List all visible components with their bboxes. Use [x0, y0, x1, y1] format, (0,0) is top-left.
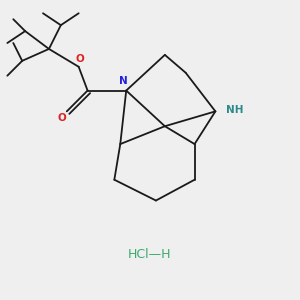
Text: O: O — [58, 113, 67, 123]
Text: HCl—H: HCl—H — [128, 248, 172, 260]
Text: NH: NH — [226, 105, 243, 115]
Text: N: N — [119, 76, 128, 86]
Text: O: O — [76, 54, 85, 64]
